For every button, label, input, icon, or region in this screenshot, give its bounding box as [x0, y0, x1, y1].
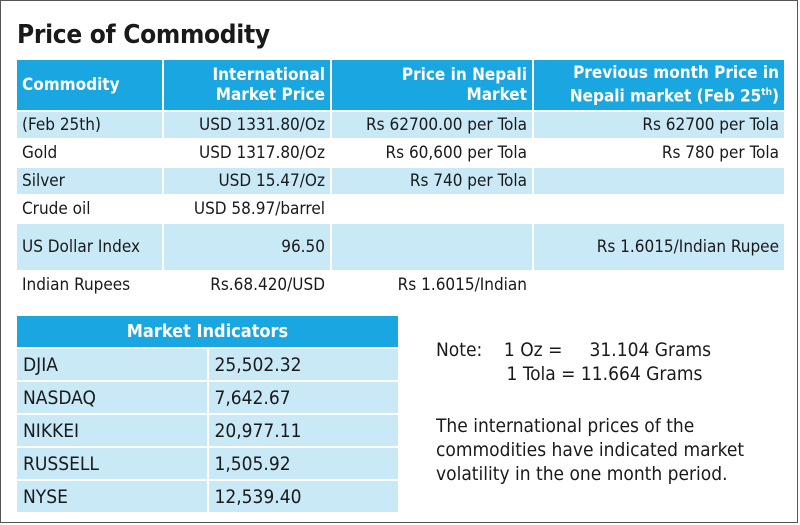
market-indicators-table: Market Indicators DJIA 25,502.32 NASDAQ … [17, 316, 398, 512]
commodity-header-row: Commodity International Market Price Pric… [17, 60, 784, 111]
table-row: Gold USD 1317.80/Oz Rs 60,600 per Tola R… [17, 138, 784, 167]
indicator-value: 25,502.32 [207, 347, 398, 381]
volatility-note: The international prices of the commodit… [436, 415, 745, 485]
table-row: NIKKEI 20,977.11 [17, 413, 398, 447]
cell-nepali [331, 194, 534, 223]
indicator-name: NIKKEI [17, 413, 209, 447]
indicator-name: DJIA [17, 347, 209, 381]
table-row: NASDAQ 7,642.67 [17, 380, 398, 414]
cell-nepali: Rs 62700.00 per Tola [331, 110, 534, 139]
header-previous-month-price: Previous month Price in Nepali market (Fe… [533, 60, 784, 111]
table-row: NYSE 12,539.40 [17, 479, 398, 512]
cell-nepali: Rs 740 per Tola [331, 166, 534, 195]
cell-commodity: US Dollar Index [17, 222, 164, 271]
cell-international: 96.50 [163, 222, 332, 271]
table-row: RUSSELL 1,505.92 [17, 446, 398, 480]
table-row: (Feb 25th) USD 1331.80/Oz Rs 62700.00 pe… [17, 110, 784, 139]
cell-international: USD 1317.80/Oz [163, 138, 332, 167]
cell-commodity: (Feb 25th) [17, 110, 164, 139]
cell-previous [533, 166, 784, 195]
cell-international: USD 15.47/Oz [163, 166, 332, 195]
table-row: Silver USD 15.47/Oz Rs 740 per Tola [17, 166, 784, 195]
indicator-value: 20,977.11 [207, 413, 398, 447]
indicator-value: 7,642.67 [207, 380, 398, 414]
cell-previous: Rs 1.6015/Indian Rupee [533, 222, 784, 271]
table-row: Indian Rupees Rs.68.420/USD Rs 1.6015/In… [17, 270, 784, 298]
cell-commodity: Gold [17, 138, 164, 167]
cell-nepali: Rs 60,600 per Tola [331, 138, 534, 167]
note-line-oz: Note: 1 Oz = 31.104 Grams [436, 339, 712, 361]
header-nepali-price: Price in Nepali Market [331, 60, 534, 111]
cell-previous [533, 194, 784, 223]
indicator-name: NYSE [17, 479, 209, 512]
cell-nepali [331, 222, 534, 271]
cell-international: Rs.68.420/USD [163, 270, 332, 298]
cell-international: USD 58.97/barrel [163, 194, 332, 223]
cell-commodity: Crude oil [17, 194, 164, 223]
cell-nepali: Rs 1.6015/Indian [331, 270, 534, 298]
unit-note: Note: 1 Oz = 31.104 Grams 1 Tola = 11.66… [436, 338, 711, 386]
commodity-table: Commodity International Market Price Pric… [17, 60, 784, 298]
table-row: DJIA 25,502.32 [17, 347, 398, 381]
cell-international: USD 1331.80/Oz [163, 110, 332, 139]
cell-previous: Rs 780 per Tola [533, 138, 784, 167]
indicator-name: NASDAQ [17, 380, 209, 414]
header-commodity: Commodity [17, 60, 164, 111]
page-title: Price of Commodity [17, 20, 270, 50]
cell-commodity: Indian Rupees [17, 270, 164, 298]
header-international-price: International Market Price [163, 60, 332, 111]
table-row: Crude oil USD 58.97/barrel [17, 194, 784, 223]
cell-previous [533, 270, 784, 298]
cell-previous: Rs 62700 per Tola [533, 110, 784, 139]
cell-commodity: Silver [17, 166, 164, 195]
indicator-value: 1,505.92 [207, 446, 398, 480]
indicator-value: 12,539.40 [207, 479, 398, 512]
note-line-tola: 1 Tola = 11.664 Grams [436, 363, 703, 385]
indicator-name: RUSSELL [17, 446, 209, 480]
table-row: US Dollar Index 96.50 Rs 1.6015/Indian R… [17, 222, 784, 271]
market-indicators-title: Market Indicators [17, 316, 398, 348]
